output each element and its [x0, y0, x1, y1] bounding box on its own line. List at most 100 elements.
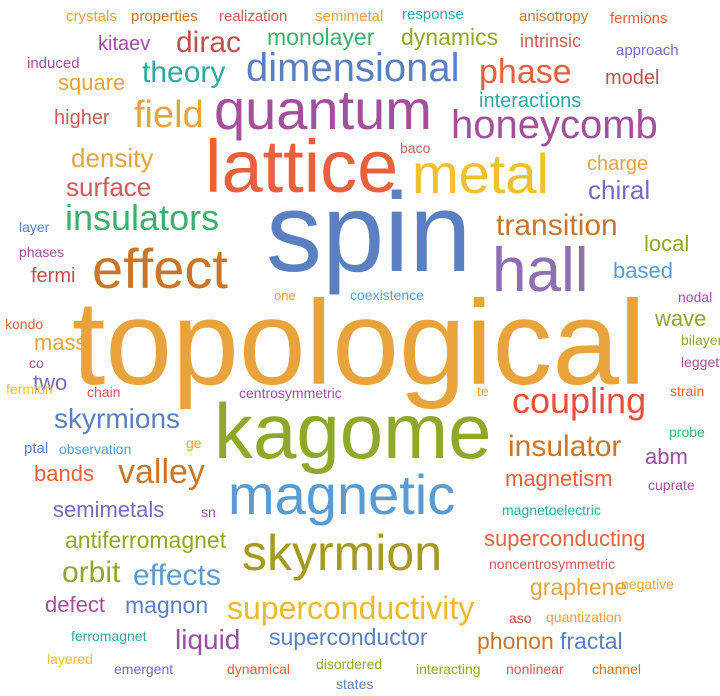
- word-one: one: [274, 288, 296, 303]
- word-layered: layered: [47, 651, 93, 667]
- word-co: co: [29, 355, 44, 371]
- word-theory: theory: [142, 56, 226, 89]
- word-square: square: [58, 70, 126, 95]
- word-monolayer: monolayer: [267, 24, 375, 50]
- word-aso: aso: [509, 610, 532, 626]
- word-induced: induced: [27, 55, 80, 72]
- word-superconductivity: superconductivity: [227, 590, 475, 626]
- word-kitaev: kitaev: [98, 33, 151, 55]
- word-interacting: interacting: [416, 661, 481, 677]
- word-hall: hall: [492, 236, 589, 305]
- word-dirac: dirac: [176, 26, 242, 59]
- word-superconductor: superconductor: [269, 624, 428, 650]
- word-field: field: [134, 94, 204, 136]
- word-realization: realization: [219, 8, 288, 25]
- word-dimensional: dimensional: [246, 46, 460, 90]
- word-lattice: lattice: [205, 125, 399, 208]
- word-wave: wave: [655, 306, 707, 331]
- word-mass: mass: [34, 330, 87, 355]
- word-two: two: [33, 370, 68, 395]
- word-antiferromagnet: antiferromagnet: [65, 527, 227, 553]
- word-quantum: quantum: [214, 78, 432, 141]
- word-kondo: kondo: [5, 316, 44, 332]
- word-noncentrosymmetric: noncentrosymmetric: [489, 556, 616, 572]
- word-coupling: coupling: [512, 380, 647, 421]
- word-higher: higher: [54, 107, 110, 129]
- word-probe: probe: [669, 424, 705, 440]
- word-chain: chain: [87, 384, 121, 400]
- word-local: local: [644, 231, 690, 256]
- word-superconducting: superconducting: [484, 526, 646, 551]
- word-honeycomb: honeycomb: [451, 103, 658, 147]
- word-kagome: kagome: [214, 387, 492, 475]
- word-orbit: orbit: [62, 556, 121, 589]
- word-ge: ge: [186, 435, 202, 451]
- word-magnetoelectric: magnetoelectric: [502, 502, 601, 518]
- word-density: density: [71, 143, 154, 173]
- word-approach: approach: [616, 42, 679, 59]
- word-channel: channel: [592, 661, 642, 677]
- word-baco: baco: [400, 140, 431, 156]
- word-nonlinear: nonlinear: [506, 661, 564, 677]
- word-negative: negative: [621, 576, 674, 592]
- word-magnetism: magnetism: [505, 466, 613, 491]
- word-phonon: phonon: [477, 628, 554, 654]
- word-based: based: [613, 258, 673, 283]
- word-response: response: [402, 6, 464, 23]
- word-observation: observation: [59, 441, 132, 457]
- word-phase: phase: [479, 53, 572, 91]
- word-quantization: quantization: [546, 609, 622, 625]
- word-semimetal: semimetal: [315, 8, 384, 25]
- word-magnon: magnon: [125, 592, 209, 618]
- word-metal: metal: [412, 142, 549, 205]
- word-coexistence: coexistence: [350, 287, 424, 303]
- word-sn: sn: [201, 504, 216, 520]
- word-crystals: crystals: [66, 8, 117, 25]
- word-interactions: interactions: [479, 90, 582, 112]
- word-spin: spin: [266, 170, 472, 295]
- word-insulator: insulator: [508, 430, 622, 463]
- word-fermions: fermions: [610, 10, 668, 27]
- word-valley: valley: [118, 453, 205, 491]
- word-liquid: liquid: [175, 624, 241, 655]
- word-skyrmion: skyrmion: [242, 525, 443, 581]
- word-centrosymmetric: centrosymmetric: [239, 385, 342, 401]
- word-states: states: [336, 676, 374, 692]
- word-semimetals: semimetals: [53, 497, 165, 522]
- word-strain: strain: [670, 383, 705, 399]
- word-skyrmions: skyrmions: [54, 403, 181, 434]
- word-phases: phases: [19, 244, 65, 260]
- word-graphene: graphene: [530, 574, 628, 600]
- word-te: te: [477, 383, 489, 399]
- word-leggett: leggett: [681, 354, 720, 370]
- word-ptal: ptal: [24, 440, 49, 457]
- word-model: model: [605, 67, 660, 89]
- word-nodal: nodal: [678, 289, 713, 305]
- word-properties: properties: [131, 8, 198, 25]
- word-layer: layer: [19, 219, 50, 235]
- word-bands: bands: [34, 461, 94, 486]
- word-effects: effects: [133, 559, 221, 592]
- word-fermion: fermion: [6, 381, 53, 397]
- word-cuprate: cuprate: [648, 477, 695, 493]
- word-fractal: fractal: [560, 628, 623, 654]
- word-charge: charge: [587, 153, 649, 175]
- word-bilayer: bilayer: [681, 332, 720, 348]
- word-dynamics: dynamics: [401, 24, 499, 50]
- word-magnetic: magnetic: [228, 463, 456, 526]
- word-effect: effect: [92, 237, 228, 300]
- word-defect: defect: [45, 592, 105, 617]
- word-intrinsic: intrinsic: [520, 31, 582, 51]
- word-emergent: emergent: [114, 661, 174, 677]
- word-ferromagnet: ferromagnet: [71, 628, 147, 644]
- word-surface: surface: [66, 172, 152, 202]
- word-anisotropy: anisotropy: [519, 8, 589, 25]
- word-topological: topological: [72, 276, 646, 410]
- word-dynamical: dynamical: [227, 661, 291, 677]
- word-disordered: disordered: [316, 656, 383, 672]
- word-abm: abm: [645, 444, 688, 469]
- word-transition: transition: [496, 209, 618, 242]
- word-chiral: chiral: [588, 175, 651, 205]
- word-fermi: fermi: [31, 265, 76, 287]
